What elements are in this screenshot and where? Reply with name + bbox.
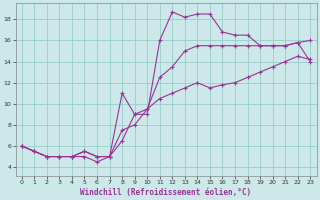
X-axis label: Windchill (Refroidissement éolien,°C): Windchill (Refroidissement éolien,°C) [80, 188, 252, 197]
